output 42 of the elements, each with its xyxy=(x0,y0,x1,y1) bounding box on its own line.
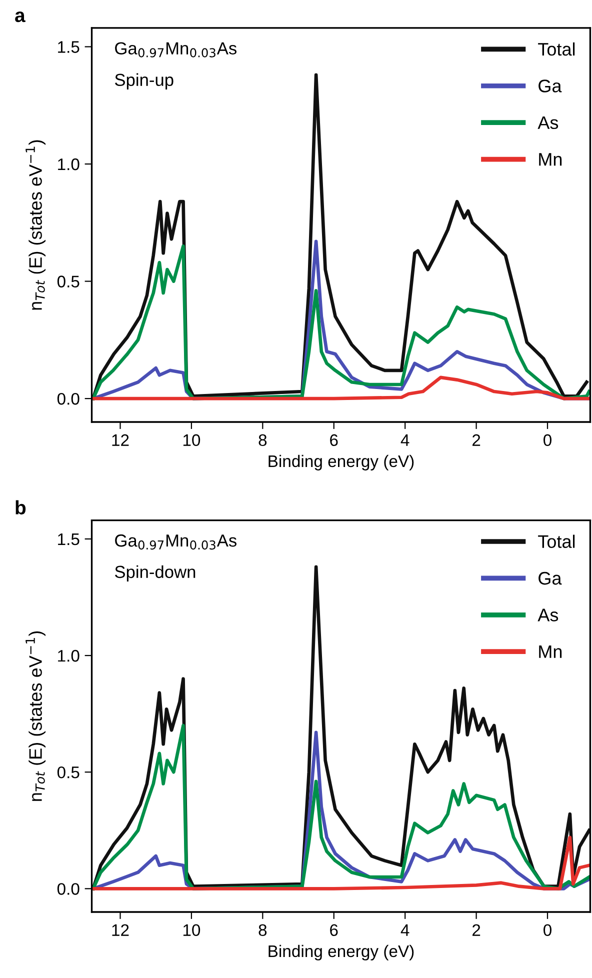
y-tick-label: 0.0 xyxy=(57,883,80,895)
line-series xyxy=(92,836,590,890)
x-tick-label: 2 xyxy=(472,924,480,936)
x-tick-label: 12 xyxy=(112,434,129,446)
legend-label: Mn xyxy=(539,153,562,166)
chart-title: a xyxy=(15,12,26,22)
y-axis-title: n$_{Tot}$ (E) (states eV$^{−1}$) xyxy=(26,140,46,310)
legend-label: Ga xyxy=(538,80,562,92)
legend-label: Total xyxy=(538,42,575,56)
y-axis-title: n$_{Tot}$ (E) (states eV$^{−1}$) xyxy=(26,631,46,801)
x-tick-label: 8 xyxy=(258,434,267,446)
legend-label: Mn xyxy=(539,645,562,658)
legend-label: Ga xyxy=(538,572,562,585)
y-tick-label: 1.5 xyxy=(58,534,80,546)
legend-label: As xyxy=(538,608,558,622)
x-tick-label: 12 xyxy=(112,924,129,936)
annotation: Ga$_{0.97}$Mn$_{0.03}$As xyxy=(115,534,236,550)
legend-label: As xyxy=(538,116,558,130)
y-tick-label: 0.5 xyxy=(57,766,80,778)
legend-label: Total xyxy=(538,534,575,548)
x-tick-label: 10 xyxy=(183,924,200,936)
x-tick-label: 6 xyxy=(330,924,338,936)
y-tick-label: 0.0 xyxy=(57,392,80,405)
y-tick-label: 0.5 xyxy=(57,276,80,288)
x-axis-title: Binding energy (eV) xyxy=(268,454,414,470)
x-tick-label: 2 xyxy=(472,434,480,446)
x-tick-label: 4 xyxy=(400,434,410,446)
x-tick-label: 0 xyxy=(544,434,552,446)
x-tick-label: 8 xyxy=(258,924,267,936)
y-tick-label: 1.0 xyxy=(58,158,80,170)
x-tick-label: 4 xyxy=(400,924,410,936)
x-tick-label: 0 xyxy=(544,924,552,936)
x-tick-label: 6 xyxy=(330,434,338,446)
y-tick-label: 1.0 xyxy=(58,650,80,662)
line-series xyxy=(92,376,590,400)
y-tick-label: 1.5 xyxy=(58,41,80,53)
x-axis-title: Binding energy (eV) xyxy=(268,944,414,960)
annotation: Spin-up xyxy=(114,73,174,90)
chart-title: b xyxy=(16,500,26,514)
x-tick-label: 10 xyxy=(183,434,200,446)
annotation: Spin-down xyxy=(114,565,196,582)
annotation: Ga$_{0.97}$Mn$_{0.03}$As xyxy=(115,42,236,58)
